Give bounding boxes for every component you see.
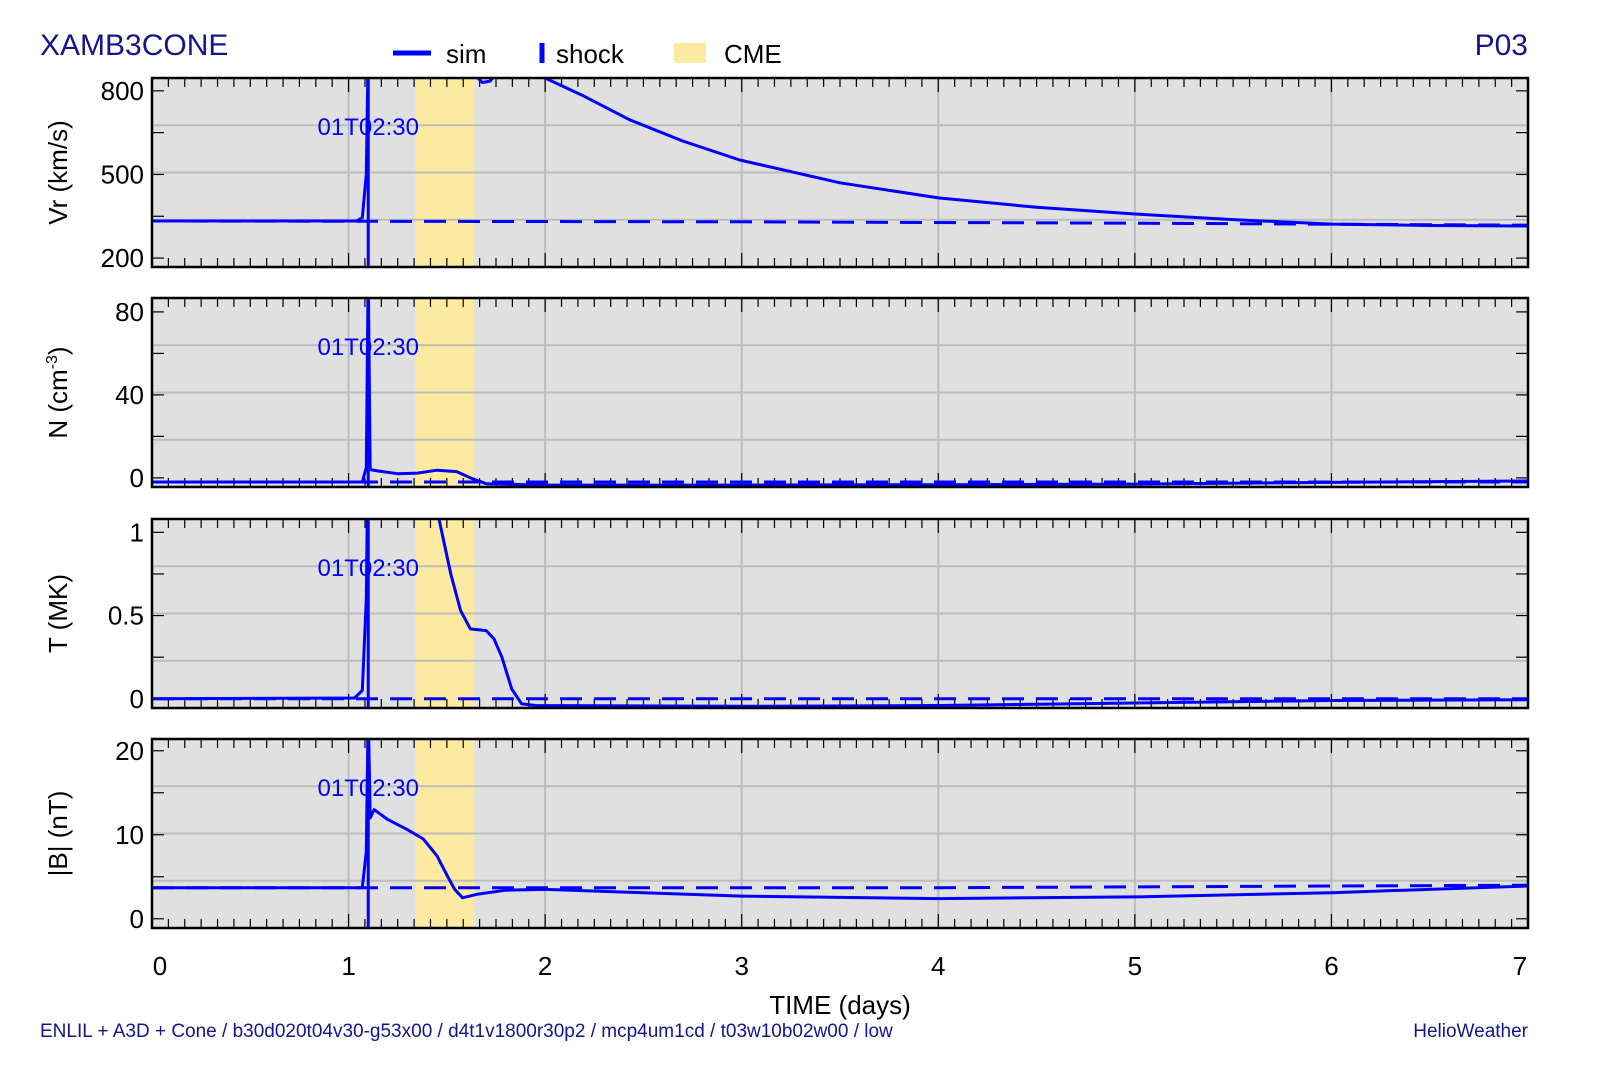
x-axis-label: TIME (days) xyxy=(769,990,911,1020)
sim-series xyxy=(152,78,1528,228)
sim-series xyxy=(152,739,1528,901)
legend-shock-label: shock xyxy=(556,39,625,69)
baseline-series xyxy=(152,219,1528,227)
y-tick-label: 80 xyxy=(115,297,144,327)
x-tick-label: 6 xyxy=(1324,951,1338,981)
series-group xyxy=(152,298,1528,487)
shock-time-label: 01T02:30 xyxy=(318,555,419,582)
y-tick-label: 0 xyxy=(130,463,144,493)
shock-time-label: 01T02:30 xyxy=(318,334,419,361)
run-info: ENLIL + A3D + Cone / b30d020t04v30-g53x0… xyxy=(40,1021,893,1042)
y-label-main: N (cm xyxy=(43,369,73,438)
panel-border xyxy=(150,76,1530,269)
panel-1: 0 40 80 N (cm-3) 01T02:30 xyxy=(43,296,1530,493)
legend: sim shock CME xyxy=(393,39,782,69)
y-tick-label: 40 xyxy=(115,380,144,410)
panel-border xyxy=(150,517,1530,710)
panel-id: P03 xyxy=(1475,29,1528,62)
baseline-series xyxy=(152,883,1528,890)
panel-3: 0 10 20 |B| (nT) 01T02:30 xyxy=(43,736,1530,934)
y-tick-label: 0 xyxy=(130,904,144,934)
x-tick-label: 5 xyxy=(1128,951,1142,981)
y-axis-label: |B| (nT) xyxy=(43,791,73,877)
x-tick-label: 1 xyxy=(341,951,355,981)
y-tick-label: 800 xyxy=(101,76,144,106)
shock-time-label: 01T02:30 xyxy=(318,775,419,802)
y-label-end: ) xyxy=(43,346,73,355)
panel-0: 200 500 800 Vr (km/s) 01T02:30 xyxy=(43,76,1530,273)
y-tick-label: 1 xyxy=(130,517,144,547)
legend-cme-label: CME xyxy=(724,39,782,69)
x-tick-label: 2 xyxy=(538,951,552,981)
series-group xyxy=(152,739,1528,928)
legend-cme-swatch xyxy=(674,43,706,63)
panel-border xyxy=(150,737,1530,930)
y-tick-label: 500 xyxy=(101,159,144,189)
shock-time-label: 01T02:30 xyxy=(318,114,419,141)
y-label-superscript: -3 xyxy=(44,355,61,369)
x-tick-label: 0 xyxy=(153,951,167,981)
y-tick-label: 20 xyxy=(115,736,144,766)
series-group xyxy=(152,519,1528,708)
x-tick-label: 3 xyxy=(734,951,748,981)
y-tick-label: 200 xyxy=(101,243,144,273)
series-group xyxy=(152,78,1528,267)
panel-border xyxy=(150,296,1530,489)
panel-2: 0 0.5 1 T (MK) 01T02:30 xyxy=(43,517,1530,714)
y-tick-label: 0 xyxy=(130,684,144,714)
x-tick-label: 4 xyxy=(931,951,945,981)
y-tick-label: 10 xyxy=(115,820,144,850)
chart-title: XAMB3CONE xyxy=(40,29,228,62)
credit: HelioWeather xyxy=(1413,1021,1528,1042)
x-tick-labels: 0 1 2 3 4 5 6 7 xyxy=(153,951,1527,981)
x-tick-label: 7 xyxy=(1513,951,1527,981)
sim-series xyxy=(152,298,1528,487)
sim-series xyxy=(152,519,1528,708)
y-axis-label: N (cm-3) xyxy=(43,346,73,438)
y-tick-label: 0.5 xyxy=(108,601,144,631)
y-axis-label: Vr (km/s) xyxy=(43,120,73,224)
y-axis-label: T (MK) xyxy=(43,574,73,653)
legend-sim-label: sim xyxy=(446,39,486,69)
